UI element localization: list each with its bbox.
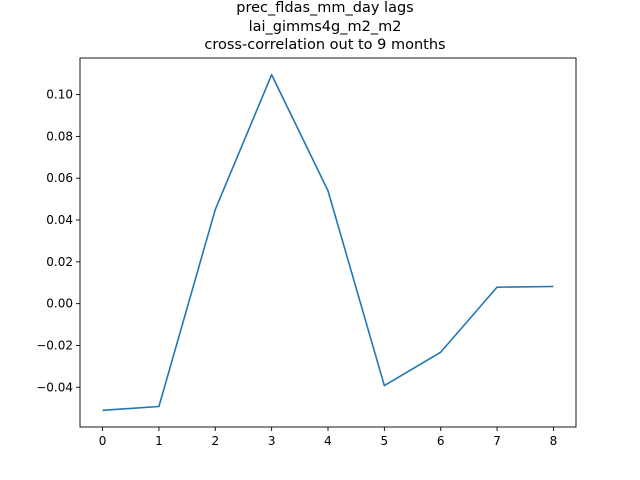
y-tick-label: 0.00 <box>46 297 73 311</box>
y-tick-label: −0.02 <box>36 338 73 352</box>
x-tick-label: 3 <box>268 434 276 448</box>
x-tick-label: 6 <box>437 434 445 448</box>
chart-title-line-3: cross-correlation out to 9 months <box>204 37 445 53</box>
y-tick-label: 0.04 <box>46 213 73 227</box>
x-tick-label: 1 <box>155 434 163 448</box>
x-axis: 0 1 2 3 4 5 6 7 8 <box>99 427 558 448</box>
y-tick-label: 0.10 <box>46 88 73 102</box>
chart-title-line-2: lai_gimms4g_m2_m2 <box>249 19 402 35</box>
y-tick-label: 0.08 <box>46 129 73 143</box>
x-tick-label: 8 <box>550 434 558 448</box>
y-axis: −0.04 −0.02 0.00 0.02 0.04 0.06 0.08 0.10 <box>36 88 80 394</box>
y-tick-label: 0.02 <box>46 255 73 269</box>
y-tick-label: 0.06 <box>46 171 73 185</box>
series-layer <box>102 73 554 412</box>
x-tick-label: 7 <box>493 434 501 448</box>
x-tick-label: 0 <box>99 434 107 448</box>
y-tick-label: −0.04 <box>36 380 73 394</box>
series-line <box>102 73 554 412</box>
plot-area-frame <box>79 57 577 428</box>
chart-title-line-1: prec_fldas_mm_day lags <box>236 0 413 16</box>
chart-title: prec_fldas_mm_day lags lai_gimms4g_m2_m2… <box>204 0 445 53</box>
x-tick-label: 2 <box>211 434 219 448</box>
x-tick-label: 5 <box>381 434 389 448</box>
x-tick-label: 4 <box>324 434 332 448</box>
